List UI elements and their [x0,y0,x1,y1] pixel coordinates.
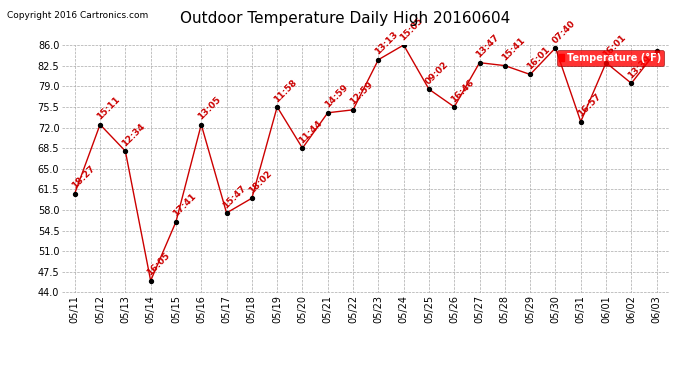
Text: 15:11: 15:11 [95,95,121,122]
Text: 11:44: 11:44 [297,118,324,145]
Point [373,57,384,63]
Text: 12:34: 12:34 [120,122,147,148]
Point [69,190,80,196]
Point [170,219,181,225]
Point [322,110,333,116]
Point [575,118,586,124]
Text: 18:27: 18:27 [70,164,97,190]
Text: 16:05: 16:05 [146,251,172,278]
Text: 13:05: 13:05 [196,95,223,122]
Text: 07:40: 07:40 [551,18,577,45]
Point [221,210,232,216]
Point [398,42,409,48]
Point [500,63,511,69]
Text: 15:47: 15:47 [221,183,248,210]
Point [297,145,308,151]
Text: 14:59: 14:59 [323,83,349,110]
Text: 09:02: 09:02 [424,60,451,86]
Point [424,86,435,92]
Point [95,122,106,128]
Point [348,107,359,113]
Text: 11:58: 11:58 [272,77,299,104]
Point [600,60,611,66]
Text: 12:59: 12:59 [348,80,375,107]
Point [196,122,207,128]
Text: 16:01: 16:01 [525,45,551,72]
Point [550,45,561,51]
Text: 13:39: 13:39 [627,54,653,80]
Text: 16:46: 16:46 [449,77,476,104]
Point [626,80,637,86]
Text: Copyright 2016 Cartronics.com: Copyright 2016 Cartronics.com [7,11,148,20]
Point [448,104,460,110]
Point [651,48,662,54]
Text: 16:57: 16:57 [575,92,602,118]
Point [145,278,156,284]
Text: 17:41: 17:41 [171,192,197,219]
Legend: Temperature (°F): Temperature (°F) [557,50,664,66]
Point [524,72,535,78]
Text: 13:13: 13:13 [373,30,400,57]
Text: 15:05: 15:05 [399,15,425,42]
Text: 13:47: 13:47 [475,33,501,60]
Text: 18:02: 18:02 [247,169,273,195]
Point [474,60,485,66]
Point [272,104,283,110]
Point [246,195,257,201]
Text: 16:01: 16:01 [601,33,627,60]
Text: 15:41: 15:41 [500,36,526,63]
Text: Outdoor Temperature Daily High 20160604: Outdoor Temperature Daily High 20160604 [180,11,510,26]
Point [120,148,131,154]
